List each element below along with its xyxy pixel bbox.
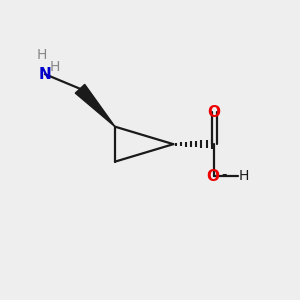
Text: H: H	[50, 60, 60, 74]
Text: -: -	[222, 167, 227, 182]
Text: H: H	[37, 48, 47, 62]
Text: H: H	[239, 169, 249, 183]
Text: N: N	[39, 67, 51, 82]
Polygon shape	[75, 84, 115, 127]
Text: O: O	[208, 105, 221, 120]
Text: O: O	[206, 169, 219, 184]
